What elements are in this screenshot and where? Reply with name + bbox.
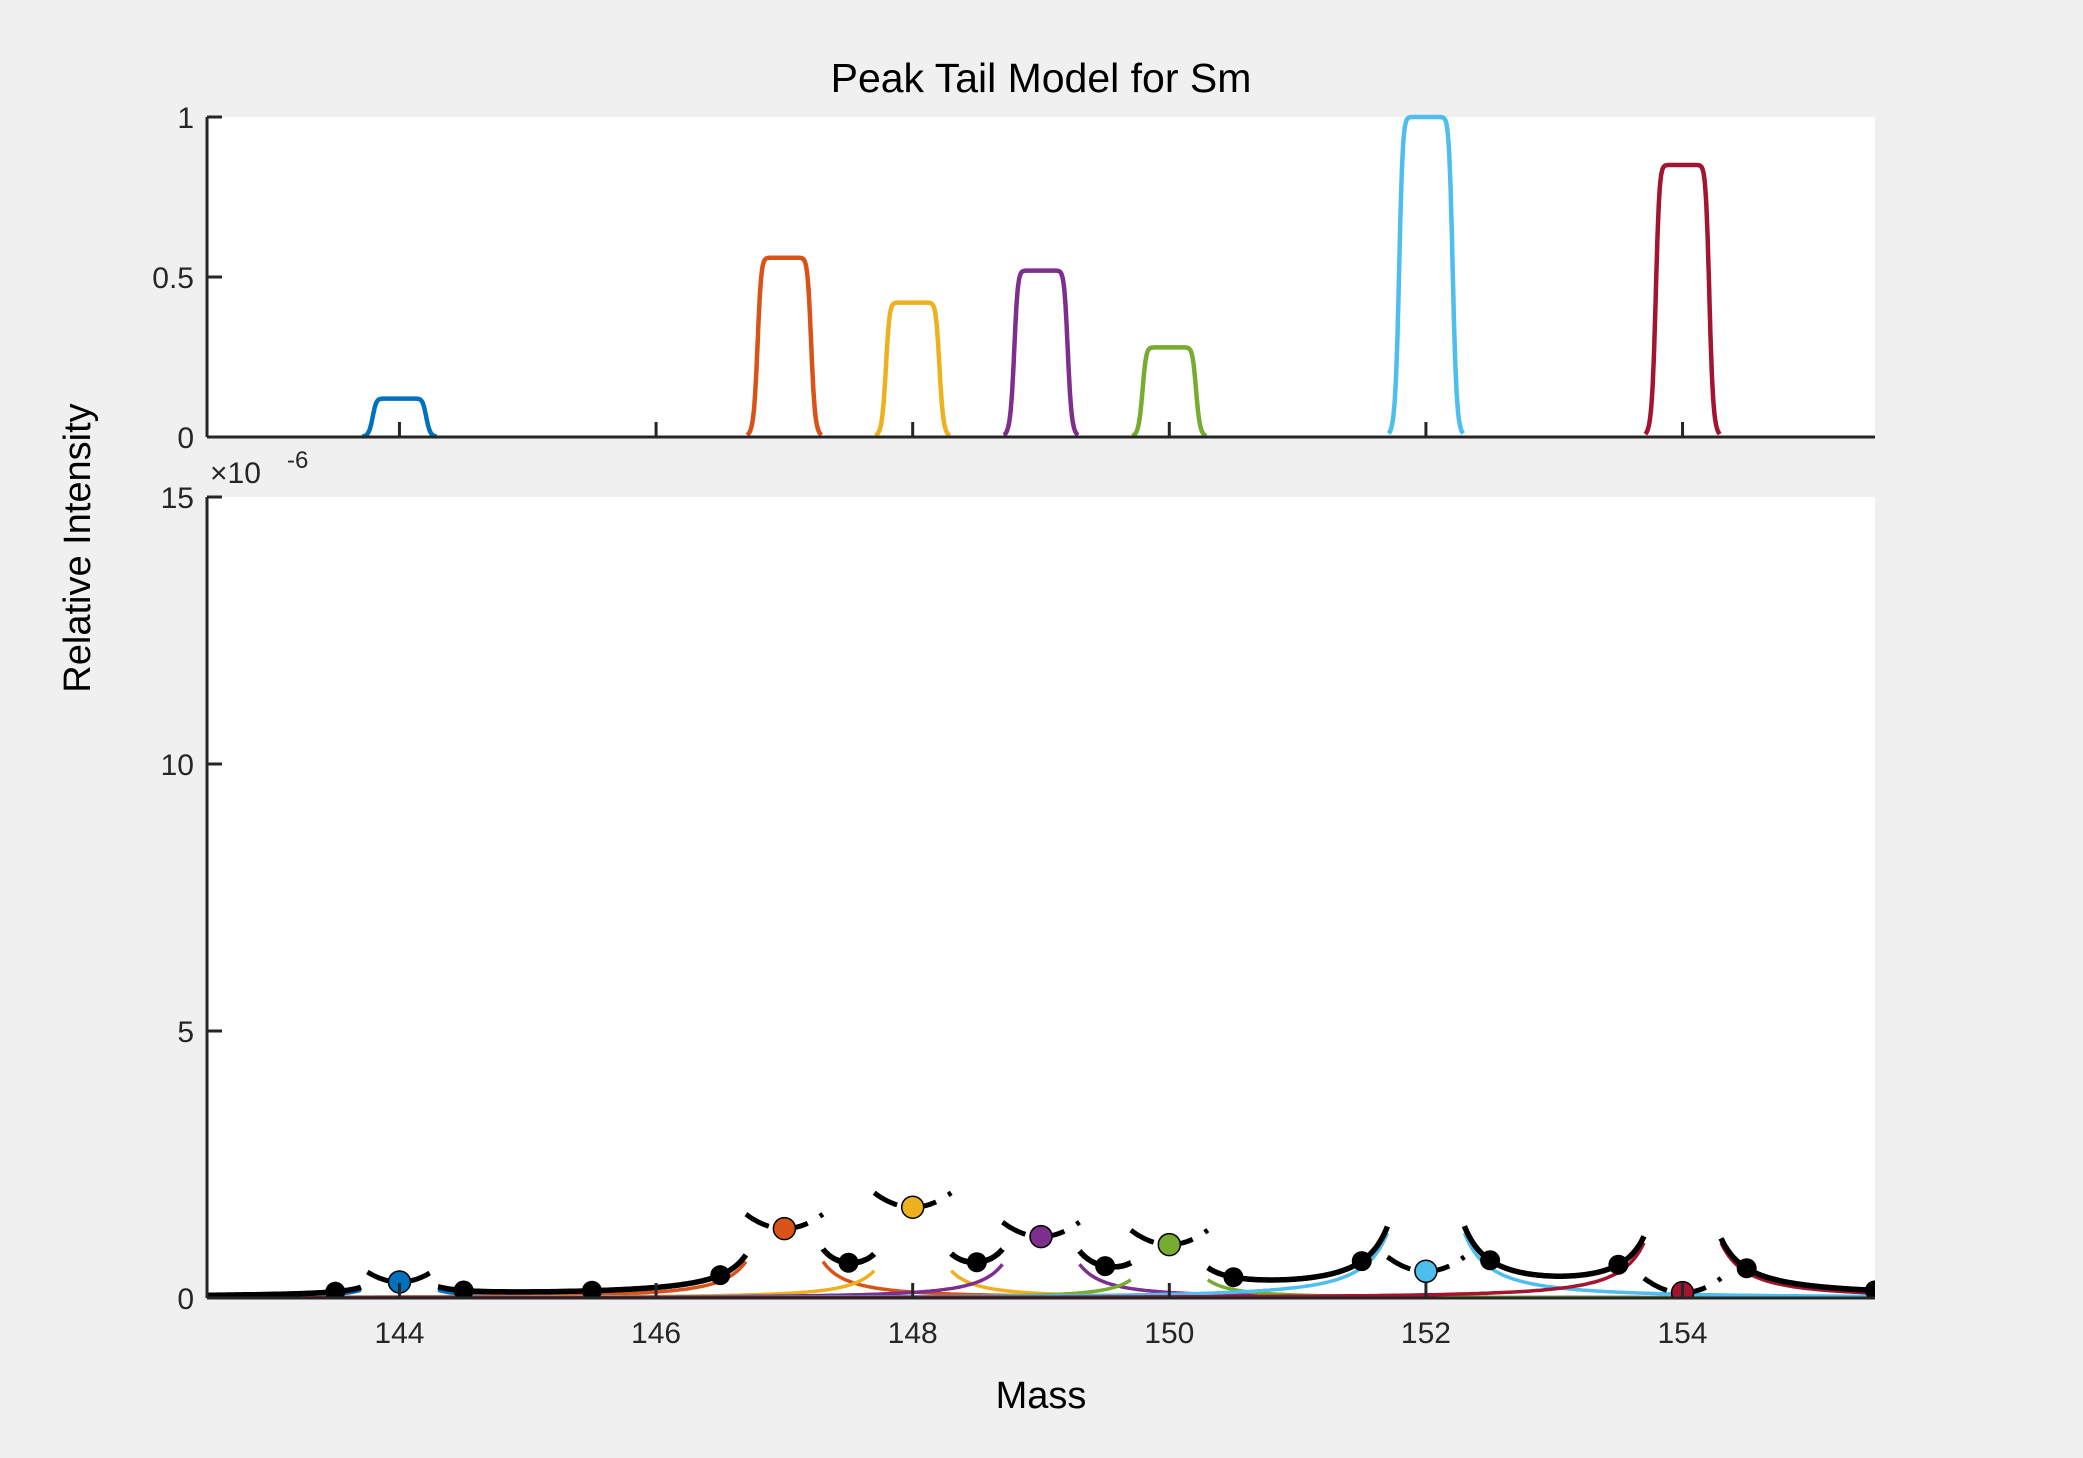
top-peak-144	[361, 396, 438, 439]
bottom-y-tick-label: 15	[161, 482, 194, 515]
x-tick-label: 144	[374, 1317, 424, 1350]
x-tick-label: 152	[1401, 1317, 1451, 1350]
bottom-axes: 144 146 148 150 152 154 0 5 10 15	[161, 482, 1875, 1350]
x-tick-label: 150	[1144, 1317, 1194, 1350]
black-marker-149.5	[1095, 1256, 1116, 1277]
colored-marker-150	[1157, 1232, 1182, 1257]
y-exponent-base: ×10	[210, 457, 261, 490]
black-marker-154.5	[1736, 1258, 1757, 1279]
top-peak-152	[1386, 114, 1465, 435]
colored-marker-148	[900, 1195, 925, 1219]
top-peak-149	[1002, 268, 1080, 438]
top-series-group	[361, 114, 1722, 439]
top-y-tick-label: 1	[177, 102, 194, 135]
x-tick-label: 154	[1658, 1317, 1708, 1350]
y-exponent-power: -6	[287, 447, 308, 474]
top-panel: 00.51	[152, 102, 1875, 455]
top-peak-154	[1643, 162, 1722, 436]
black-marker-153.5	[1608, 1254, 1629, 1275]
top-axes: 00.51	[152, 102, 1875, 455]
y-axis-label: Relative Intensity	[57, 403, 99, 692]
top-plot-area	[207, 117, 1875, 437]
top-peak-148	[874, 300, 952, 438]
top-peak-147	[745, 255, 824, 437]
bottom-panel: 144 146 148 150 152 154 0 5 10 15	[161, 482, 1875, 1350]
black-marker-147.5	[838, 1252, 859, 1273]
x-axis-label: Mass	[996, 1375, 1087, 1417]
colored-marker-149	[1029, 1224, 1053, 1249]
bottom-y-tick-label: 5	[177, 1016, 194, 1049]
colored-marker-152	[1414, 1259, 1438, 1284]
x-tick-label: 146	[631, 1317, 681, 1350]
bottom-y-tick-label: 10	[161, 749, 194, 782]
tail-152-right	[1462, 1232, 1875, 1298]
black-marker-150.5	[1223, 1267, 1244, 1288]
bottom-y-tick-label: 0	[177, 1283, 194, 1316]
black-marker-143.5	[325, 1281, 346, 1298]
colored-marker-147	[772, 1216, 797, 1241]
black-marker-152.5	[1480, 1250, 1501, 1271]
black-marker-146.5	[710, 1265, 731, 1286]
dashed-interpolation-144	[366, 1265, 440, 1285]
bottom-plot-area	[207, 497, 1875, 1298]
black-marker-151.5	[1351, 1251, 1372, 1272]
chart-title: Peak Tail Model for Sm	[831, 55, 1252, 101]
black-marker-148.5	[966, 1252, 987, 1273]
black-marker-145.5	[581, 1280, 602, 1298]
black-marker-144.5	[453, 1280, 474, 1298]
top-y-tick-label: 0.5	[152, 262, 194, 295]
black-marker-155.5	[1865, 1280, 1875, 1298]
x-tick-label: 148	[888, 1317, 938, 1350]
top-peak-150	[1131, 345, 1208, 439]
top-y-tick-label: 0	[177, 422, 194, 455]
